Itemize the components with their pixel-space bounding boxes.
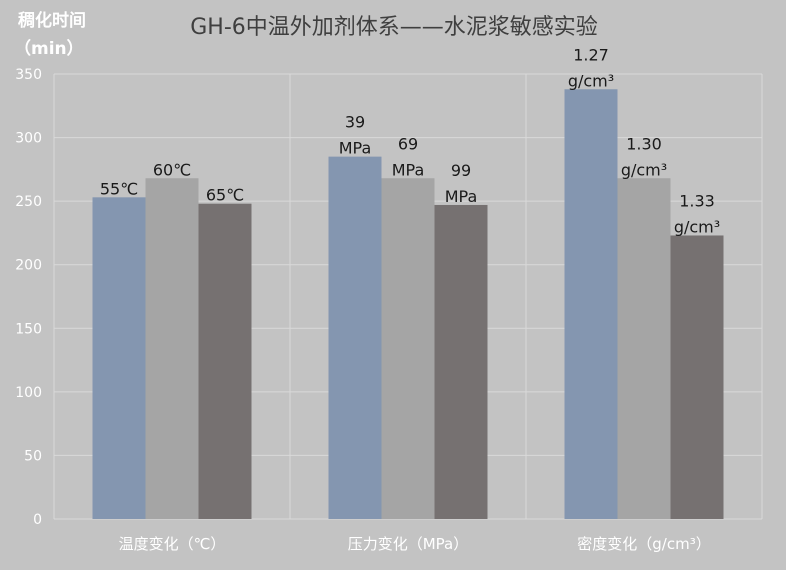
bar <box>670 235 724 519</box>
bar-data-label: MPa <box>392 160 425 179</box>
y-tick-label: 350 <box>15 67 42 83</box>
bar-data-label: MPa <box>445 187 478 206</box>
y-tick-label: 50 <box>24 448 42 464</box>
chart-title: GH-6中温外加剂体系——水泥浆敏感实验 <box>190 15 598 40</box>
bar <box>381 178 435 519</box>
x-axis-categories: 温度变化（℃） 压力变化（MPa） 密度变化（g/cm³） <box>119 535 711 553</box>
bar-data-label: g/cm³ <box>621 160 667 179</box>
y-tick-label: 0 <box>33 512 42 528</box>
bar-data-label: g/cm³ <box>568 71 614 90</box>
data-labels: 55℃ 60℃ 65℃ 39 MPa 69 MPa 99 MPa 1.27 g/cm³ 1.30 g/c… <box>100 45 720 236</box>
y-axis-ticks: 0 50 100 150 200 250 300 350 <box>15 67 42 528</box>
bar-data-label: 1.30 <box>626 134 662 153</box>
y-tick-label: 200 <box>15 258 42 274</box>
x-category-label: 温度变化（℃） <box>119 535 226 553</box>
x-category-label: 压力变化（MPa） <box>348 535 469 553</box>
bar-data-label: 39 <box>345 113 365 132</box>
bar-data-label: 99 <box>451 161 471 180</box>
bar-data-label: 65℃ <box>206 186 244 205</box>
bar <box>92 197 146 520</box>
bar-data-label: 69 <box>398 134 418 153</box>
y-axis-label-line-2: （min） <box>14 38 84 59</box>
bars <box>92 89 724 520</box>
bar <box>328 156 382 519</box>
bar-data-label: 1.33 <box>679 191 715 210</box>
y-tick-label: 300 <box>15 131 42 147</box>
y-tick-label: 250 <box>15 194 42 210</box>
bar <box>434 204 488 519</box>
bar <box>145 178 199 519</box>
bar-data-label: MPa <box>339 139 372 158</box>
bar-data-label: 60℃ <box>153 160 191 179</box>
bar-data-label: 1.27 <box>573 45 609 64</box>
bar-data-label: 55℃ <box>100 179 138 198</box>
bar <box>198 203 252 519</box>
y-axis-label-line-1: 稠化时间 <box>18 10 86 31</box>
x-category-label: 密度变化（g/cm³） <box>577 535 710 553</box>
bar-data-label: g/cm³ <box>674 217 720 236</box>
bar <box>617 178 671 519</box>
y-tick-label: 150 <box>15 321 42 337</box>
bar <box>564 89 618 519</box>
y-tick-label: 100 <box>15 385 42 401</box>
